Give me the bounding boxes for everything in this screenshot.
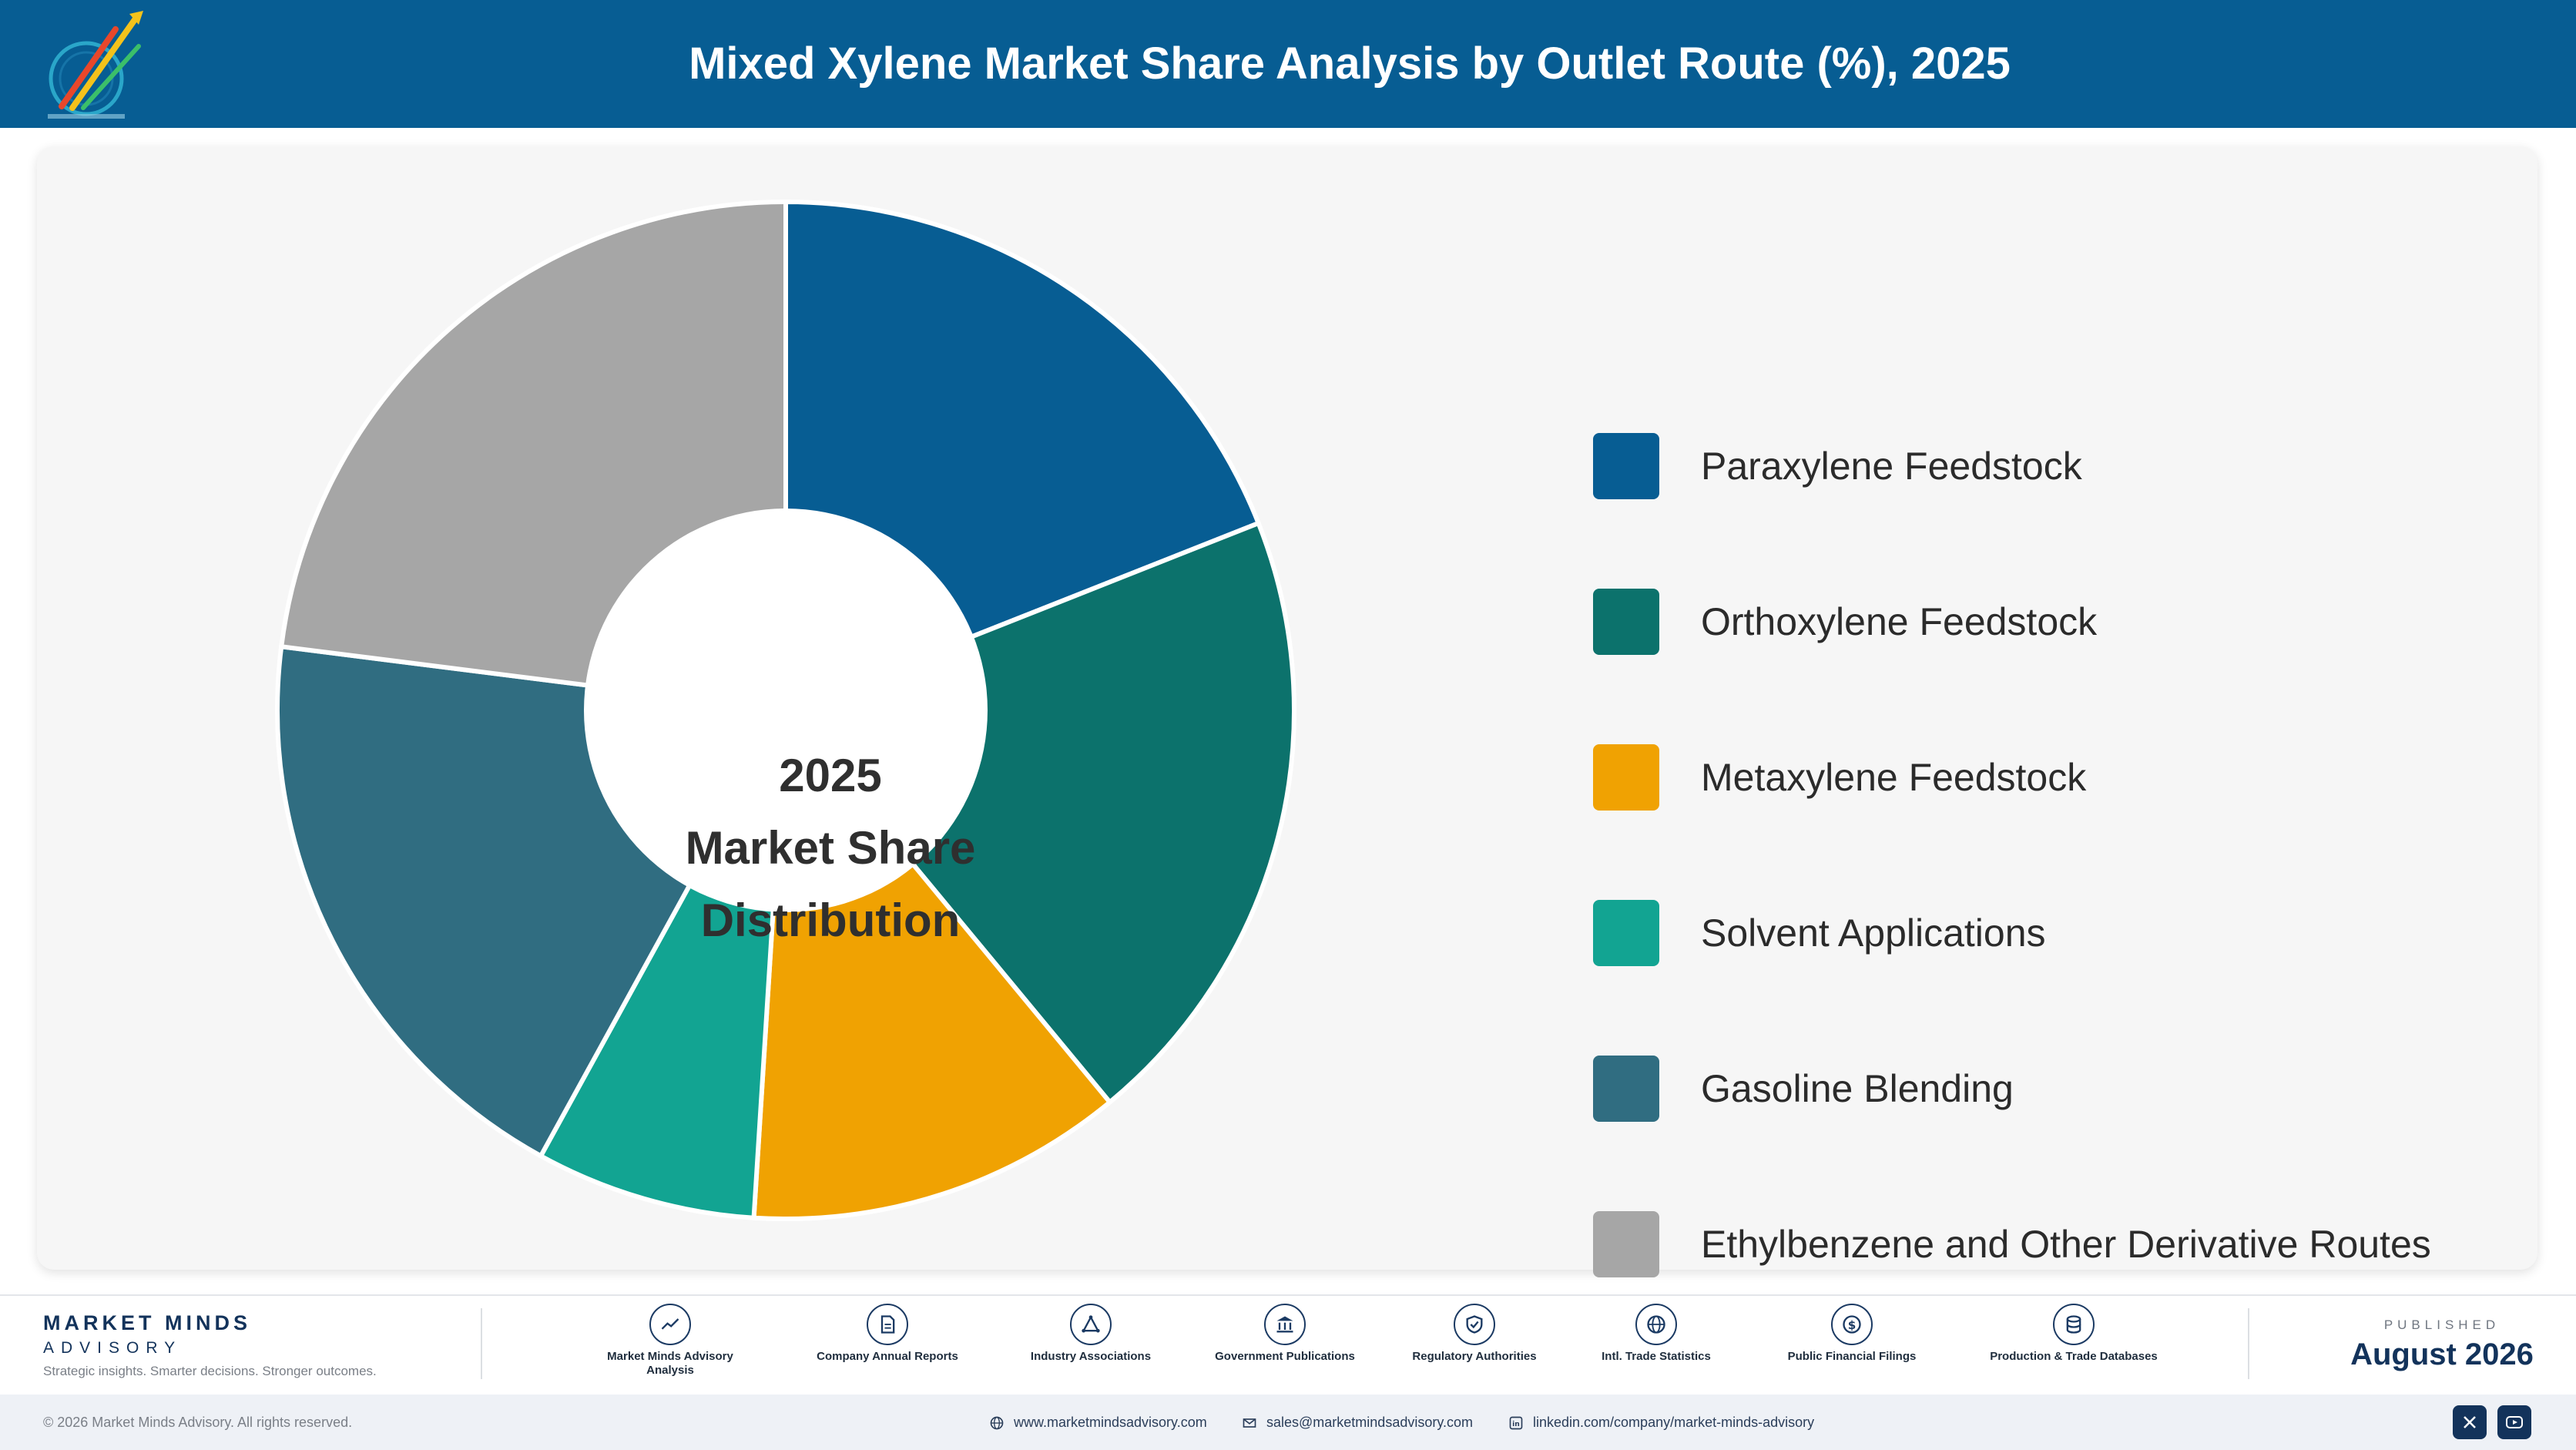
chart-line-icon [649,1304,691,1345]
center-label-line3: Distribution [700,895,961,946]
footer-contact-bar: © 2026 Market Minds Advisory. All rights… [0,1395,2576,1450]
source-label: Public Financial Filings [1787,1350,1917,1363]
donut-center-label: 2025 Market Share Distribution [630,740,1031,971]
document-icon [867,1304,908,1345]
source-intl-trade-statistics: Intl. Trade Statistics [1571,1304,1741,1364]
x-social-button[interactable] [2453,1405,2487,1439]
page-title: Mixed Xylene Market Share Analysis by Ou… [689,39,2011,89]
network-icon [1070,1304,1112,1345]
legend-swatch [1593,433,1659,499]
center-label-line2: Market Share [685,822,976,874]
source-label: Intl. Trade Statistics [1602,1350,1711,1363]
published-date: August 2026 [2350,1338,2534,1371]
linkedin-icon: in [1509,1416,1523,1430]
legend-label: Ethylbenzene and Other Derivative Routes [1701,1223,2431,1266]
legend-item-solvent: Solvent Applications [1593,900,2556,966]
footer-divider [481,1308,482,1379]
website-text: www.marketmindsadvisory.com [1014,1415,1207,1430]
source-regulatory-authorities: Regulatory Authorities [1390,1304,1559,1364]
globe-icon [1635,1304,1677,1345]
source-public-financial-filings: $ Public Financial Filings [1767,1304,1937,1364]
company-logo-icon [48,11,143,119]
shield-icon [1454,1304,1495,1345]
website-link[interactable]: www.marketmindsadvisory.com [989,1395,1207,1450]
legend-label: Gasoline Blending [1701,1067,2014,1110]
legend-swatch [1593,744,1659,811]
legend-item-metaxylene: Metaxylene Feedstock [1593,744,2556,811]
footer-brand-sub: ADVISORY [43,1339,183,1357]
legend-item-paraxylene: Paraxylene Feedstock [1593,433,2556,499]
donut-hole [584,509,988,912]
legend-swatch [1593,1056,1659,1122]
source-government-publications: Government Publications [1200,1304,1370,1364]
legend-label: Solvent Applications [1701,911,2046,955]
mail-icon [1243,1418,1256,1428]
source-label: Market Minds Advisory Analysis [607,1350,733,1377]
legend-item-orthoxylene: Orthoxylene Feedstock [1593,589,2556,655]
youtube-icon [2506,1416,2523,1428]
source-label: Company Annual Reports [817,1350,958,1363]
globe-icon [990,1416,1004,1430]
database-icon [2053,1304,2095,1345]
legend-item-ethylbenzene: Ethylbenzene and Other Derivative Routes [1593,1211,2556,1277]
dollar-icon: $ [1831,1304,1873,1345]
source-industry-associations: Industry Associations [1006,1304,1176,1364]
email-link[interactable]: sales@marketmindsadvisory.com [1242,1395,1473,1450]
svg-text:$: $ [1848,1318,1857,1332]
header-bar: Mixed Xylene Market Share Analysis by Ou… [0,0,2576,128]
footer-divider [2248,1308,2249,1379]
source-label: Production & Trade Databases [1990,1350,2158,1363]
source-market-minds-analysis: Market Minds Advisory Analysis [585,1304,755,1378]
donut-chart [275,199,1296,1222]
center-label-year: 2025 [779,750,882,801]
source-label: Regulatory Authorities [1412,1350,1537,1363]
source-company-annual-reports: Company Annual Reports [803,1304,972,1364]
source-label: Government Publications [1215,1350,1355,1363]
legend-item-gasoline: Gasoline Blending [1593,1056,2556,1122]
linkedin-link[interactable]: in linkedin.com/company/market-minds-advi… [1508,1395,1814,1450]
published-label: PUBLISHED [2383,1317,2501,1332]
footer-sources-bar: MARKET MINDS ADVISORY Strategic insights… [0,1294,2576,1395]
linkedin-text: linkedin.com/company/market-minds-adviso… [1533,1415,1815,1430]
legend-swatch [1593,900,1659,966]
legend-swatch [1593,1211,1659,1277]
legend-swatch [1593,589,1659,655]
footer-tagline: Strategic insights. Smarter decisions. S… [43,1364,377,1378]
x-icon [2464,1416,2476,1428]
youtube-social-button[interactable] [2497,1405,2531,1439]
legend-label: Metaxylene Feedstock [1701,756,2087,799]
building-icon [1264,1304,1306,1345]
copyright-text: © 2026 Market Minds Advisory. All rights… [43,1415,353,1430]
footer-brand-name: MARKET MINDS [43,1311,251,1334]
source-production-trade-databases: Production & Trade Databases [1989,1304,2158,1364]
legend-label: Orthoxylene Feedstock [1701,600,2098,643]
svg-text:in: in [1512,1420,1520,1428]
legend-label: Paraxylene Feedstock [1701,445,2082,488]
email-text: sales@marketmindsadvisory.com [1266,1415,1474,1430]
chart-card: 2025 Market Share Distribution Paraxylen… [37,146,2537,1277]
source-label: Industry Associations [1030,1350,1152,1363]
